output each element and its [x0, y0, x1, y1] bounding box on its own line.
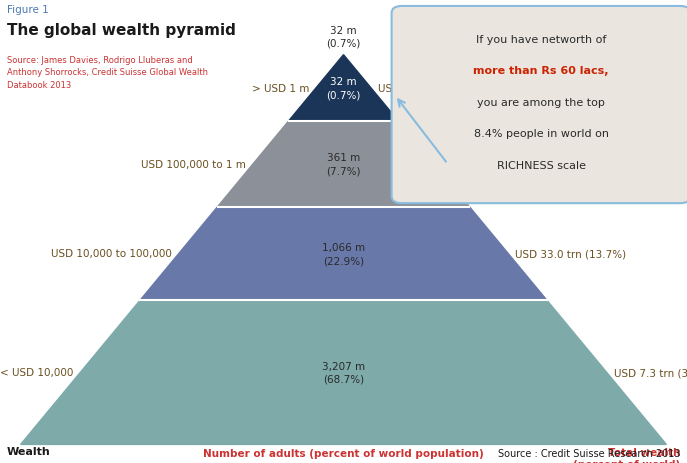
- Text: USD 100,000 to 1 m: USD 100,000 to 1 m: [142, 159, 246, 169]
- Text: 32 m
(0.7%): 32 m (0.7%): [326, 25, 361, 49]
- Text: Figure 1: Figure 1: [7, 5, 49, 15]
- Text: > USD 1 m: > USD 1 m: [252, 84, 309, 94]
- Text: The global wealth pyramid: The global wealth pyramid: [7, 23, 236, 38]
- Text: 1,066 m
(22.9%): 1,066 m (22.9%): [322, 242, 365, 265]
- Text: 361 m
(7.7%): 361 m (7.7%): [326, 153, 361, 176]
- Text: 8.4% people in world on: 8.4% people in world on: [473, 129, 609, 139]
- Text: Source: James Davies, Rodrigo Lluberas and
Anthony Shorrocks, Credit Suisse Glob: Source: James Davies, Rodrigo Lluberas a…: [7, 56, 208, 89]
- Polygon shape: [140, 207, 547, 300]
- Text: < USD 10,000: < USD 10,000: [0, 368, 74, 377]
- Polygon shape: [21, 300, 666, 444]
- Text: Number of adults (percent of world population): Number of adults (percent of world popul…: [203, 448, 484, 458]
- Polygon shape: [289, 56, 398, 122]
- Text: you are among the top: you are among the top: [477, 98, 605, 108]
- Text: USD 7.3 trn (3.0%): USD 7.3 trn (3.0%): [613, 368, 687, 377]
- Text: Total wealth
(percent of world): Total wealth (percent of world): [573, 447, 680, 463]
- Text: 32 m
(0.7%): 32 m (0.7%): [326, 77, 361, 100]
- Text: Source : Credit Suisse Research 2013: Source : Credit Suisse Research 2013: [497, 448, 680, 458]
- Text: If you have networth of: If you have networth of: [476, 35, 606, 45]
- Text: 3,207 m
(68.7%): 3,207 m (68.7%): [322, 361, 365, 384]
- Text: USD 98.7 trn (41.0%): USD 98.7 trn (41.0%): [378, 84, 489, 94]
- Text: USD 10,000 to 100,000: USD 10,000 to 100,000: [51, 249, 172, 259]
- Text: RICHNESS scale: RICHNESS scale: [497, 161, 585, 171]
- Text: more than Rs 60 lacs,: more than Rs 60 lacs,: [473, 66, 609, 76]
- Text: Wealth: Wealth: [7, 446, 51, 457]
- Text: USD 101.8 trn (42.3%): USD 101.8 trn (42.3%): [441, 159, 559, 169]
- FancyBboxPatch shape: [392, 7, 687, 204]
- Polygon shape: [218, 122, 469, 207]
- Text: USD 33.0 trn (13.7%): USD 33.0 trn (13.7%): [515, 249, 626, 259]
